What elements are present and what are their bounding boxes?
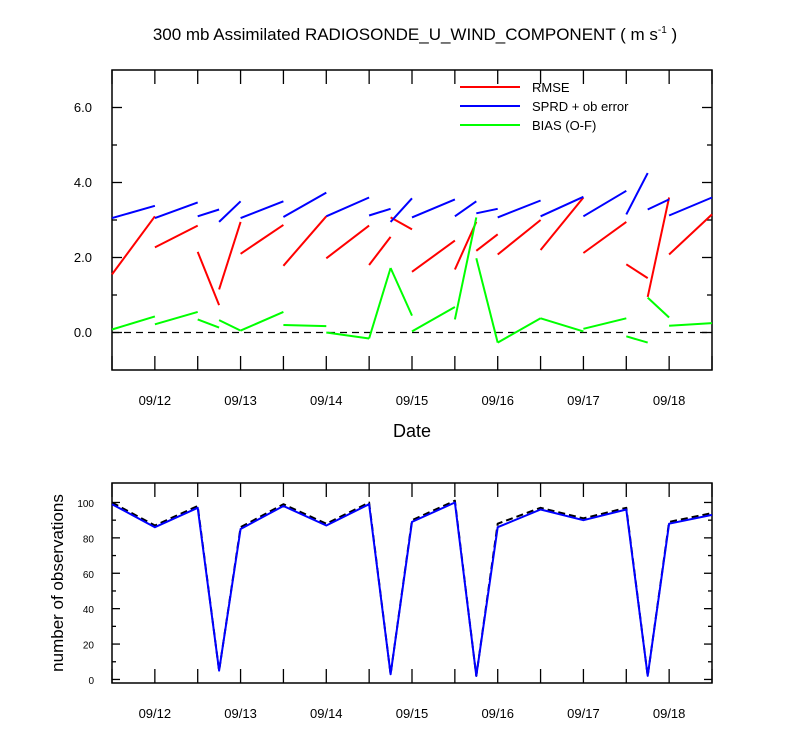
chart-title: 300 mb Assimilated RADIOSONDE_U_WIND_COM… [153, 25, 677, 44]
series-rmse-segment [475, 233, 499, 252]
series-rmse-segment [154, 224, 199, 249]
y-tick-label: 4.0 [74, 175, 92, 190]
y-axis-label: number of observations [48, 494, 67, 672]
title-superscript: -1 [658, 25, 667, 36]
series-bias-o-f--segment [411, 306, 456, 333]
series-bias-o-f--segment [326, 331, 370, 340]
series-sprd-ob-error-segment [668, 196, 713, 217]
x-tick-label: 09/18 [653, 706, 686, 721]
series-sprd-ob-error-segment [197, 208, 220, 218]
y-tick-label: 6.0 [74, 100, 92, 115]
legend-label: SPRD + ob error [532, 99, 629, 114]
series-assimilated-line [111, 501, 713, 677]
bottom-ticks: 09/12 09/13 09/14 09/15 09/16 09/17 09/18 0 20 40… [77, 483, 713, 721]
title-end: ) [667, 25, 677, 44]
y-tick-label: 2.0 [74, 250, 92, 265]
series-rmse-segment [218, 221, 242, 290]
series-sprd-ob-error-segment [625, 172, 649, 215]
top-plot-frame [111, 69, 713, 371]
x-tick-label: 09/13 [224, 706, 257, 721]
series-possible-line [111, 499, 713, 677]
x-tick-label: 09/16 [481, 393, 514, 408]
series-bias-o-f--segment [475, 258, 499, 343]
series-bias-o-f--segment [240, 310, 284, 332]
bottom-plot-frame [111, 482, 713, 684]
series-rmse-segment [625, 263, 649, 279]
legend-label: BIAS (O-F) [532, 118, 596, 133]
y-tick-label: 0 [88, 676, 94, 687]
series-bias-o-f--segment [626, 335, 648, 344]
y-tick-label: 0.0 [74, 325, 92, 340]
series-rmse-segment [282, 215, 328, 267]
title-main: 300 mb Assimilated RADIOSONDE_U_WIND_COM… [153, 25, 658, 44]
y-tick-label: 20 [83, 641, 95, 652]
series-bias-o-f--segment [389, 267, 413, 317]
series-sprd-ob-error-segment [368, 207, 391, 217]
series-rmse-segment [368, 236, 392, 266]
series-bias-o-f--segment [197, 318, 220, 329]
y-tick-label: 80 [83, 534, 95, 545]
series-bias-o-f--segment [368, 267, 392, 339]
x-tick-label: 09/17 [567, 393, 600, 408]
x-tick-label: 09/16 [481, 706, 514, 721]
x-tick-label: 09/13 [224, 393, 257, 408]
series-bias-o-f--segment [283, 324, 327, 328]
series-rmse-segment [497, 219, 542, 256]
x-axis-label: Date [393, 421, 431, 441]
y-tick-label: 40 [83, 605, 95, 616]
series-sprd-ob-error-segment [111, 204, 156, 220]
series-bias-o-f--segment [497, 317, 542, 344]
series-bias-o-f--segment [669, 322, 713, 327]
series-sprd-ob-error-segment [647, 198, 670, 211]
x-tick-label: 09/18 [653, 393, 686, 408]
x-tick-label: 09/15 [396, 706, 429, 721]
series-sprd-ob-error-segment [497, 199, 541, 219]
series-rmse-segment [111, 215, 156, 275]
legend: RMSE SPRD + ob error BIAS (O-F) [460, 80, 629, 133]
series-sprd-ob-error-segment [218, 200, 242, 223]
series-bias-o-f--segment [218, 319, 242, 332]
series-bias-o-f--segment [111, 315, 156, 331]
series-rmse-segment [411, 239, 456, 273]
y-tick-label: 100 [77, 499, 94, 510]
series-rmse-segment [668, 213, 713, 256]
x-tick-label: 09/17 [567, 706, 600, 721]
series-sprd-ob-error-segment [476, 207, 498, 215]
series-bias-o-f--segment [453, 217, 478, 320]
series-sprd-ob-error-segment [282, 191, 327, 218]
series-rmse-segment [325, 224, 370, 260]
series-sprd-ob-error-segment [154, 201, 199, 220]
series-rmse-segment [539, 196, 585, 251]
series-sprd-ob-error-segment [454, 200, 477, 218]
x-tick-label: 09/15 [396, 393, 429, 408]
top-series [111, 172, 713, 344]
series-sprd-ob-error-segment [411, 198, 456, 219]
series-sprd-ob-error-segment [240, 200, 284, 220]
series-sprd-ob-error-segment [325, 196, 370, 218]
series-rmse-segment [646, 197, 671, 298]
y-tick-label: 60 [83, 570, 95, 581]
series-bias-o-f--segment [647, 296, 670, 319]
bottom-chart: 09/12 09/13 09/14 09/15 09/16 09/17 09/18 0 20 40… [48, 482, 713, 721]
legend-label: RMSE [532, 80, 570, 95]
x-tick-label: 09/12 [139, 706, 172, 721]
series-bias-o-f--segment [540, 317, 584, 333]
series-sprd-ob-error-segment [582, 189, 627, 218]
top-ticks: 09/12 09/13 09/14 09/15 09/16 09/17 09/18 0.0 2.… [74, 70, 713, 408]
top-chart: 300 mb Assimilated RADIOSONDE_U_WIND_COM… [74, 25, 713, 441]
series-sprd-ob-error-segment [540, 195, 584, 218]
x-tick-label: 09/12 [139, 393, 172, 408]
bottom-series [111, 499, 713, 677]
series-rmse-segment [240, 224, 284, 255]
series-sprd-ob-error-segment [389, 197, 413, 223]
series-rmse-segment [196, 251, 221, 306]
series-bias-o-f--segment [154, 310, 198, 326]
x-tick-label: 09/14 [310, 706, 343, 721]
x-tick-label: 09/14 [310, 393, 343, 408]
series-bias-o-f--segment [583, 317, 627, 330]
series-rmse-segment [582, 221, 627, 254]
